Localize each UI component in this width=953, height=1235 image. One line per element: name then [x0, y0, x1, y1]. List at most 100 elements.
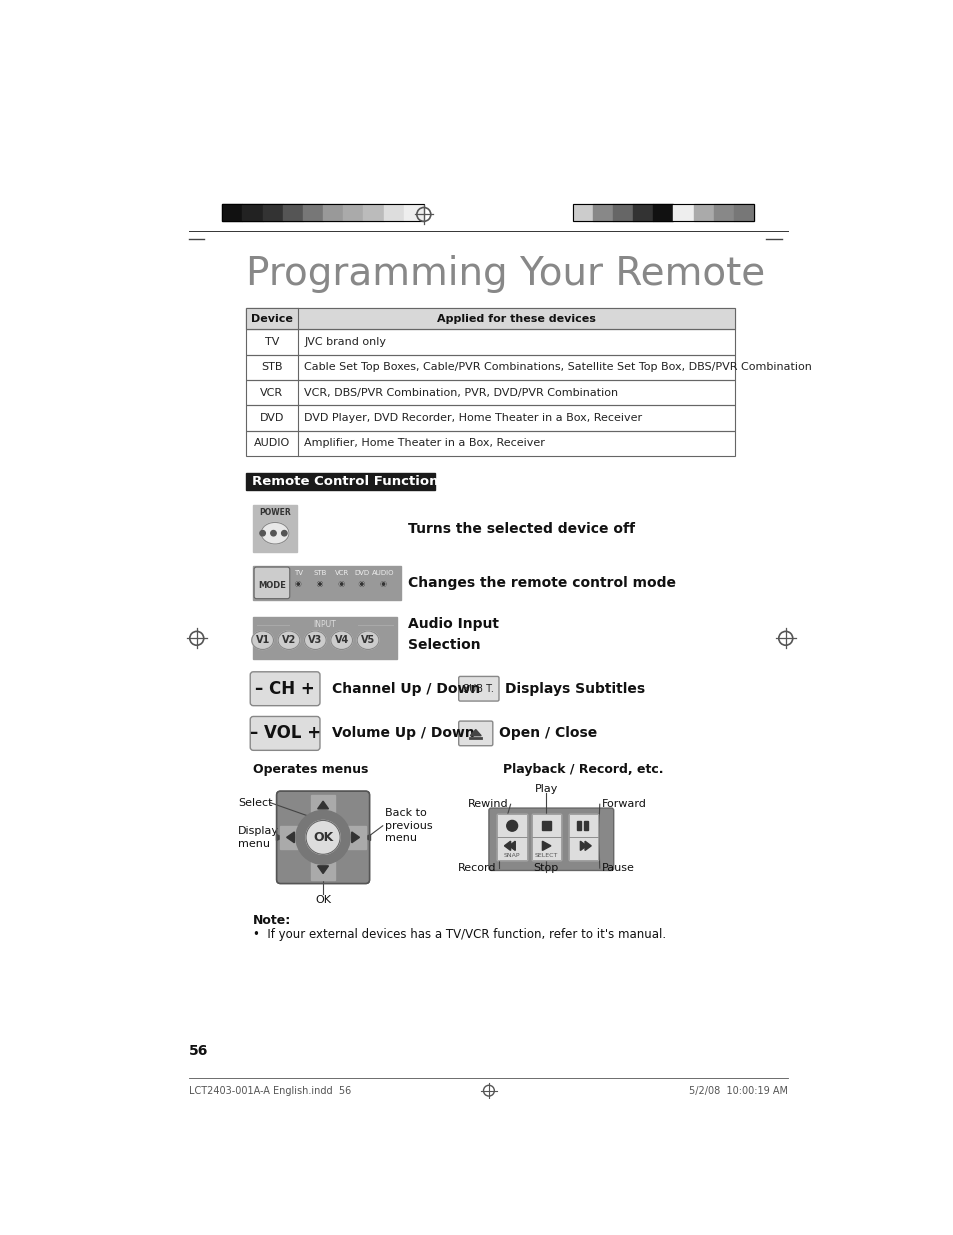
FancyBboxPatch shape — [253, 567, 290, 599]
Bar — [531, 837, 560, 861]
Bar — [245, 380, 735, 405]
Bar — [253, 566, 400, 600]
Ellipse shape — [252, 631, 274, 650]
Polygon shape — [470, 730, 480, 736]
Text: Select: Select — [237, 798, 272, 808]
Text: VCR, DBS/PVR Combination, PVR, DVD/PVR Combination: VCR, DBS/PVR Combination, PVR, DVD/PVR C… — [304, 388, 618, 398]
Bar — [572, 204, 592, 221]
Text: Amplifier, Home Theater in a Box, Receiver: Amplifier, Home Theater in a Box, Receiv… — [304, 438, 545, 448]
Bar — [245, 431, 735, 456]
Text: DVD Player, DVD Recorder, Home Theater in a Box, Receiver: DVD Player, DVD Recorder, Home Theater i… — [304, 412, 642, 424]
Text: TV: TV — [265, 337, 279, 347]
Bar — [713, 204, 733, 221]
Polygon shape — [504, 841, 510, 851]
Text: Open / Close: Open / Close — [498, 726, 597, 741]
Bar — [612, 204, 633, 221]
Bar — [303, 204, 323, 221]
Bar — [531, 837, 560, 861]
Ellipse shape — [331, 631, 353, 650]
Circle shape — [339, 582, 344, 587]
Ellipse shape — [261, 522, 289, 543]
Text: – CH +: – CH + — [255, 679, 314, 698]
Bar — [403, 204, 423, 221]
Bar — [245, 309, 298, 330]
Bar — [280, 826, 365, 848]
Bar — [497, 837, 526, 861]
FancyBboxPatch shape — [488, 808, 613, 871]
Polygon shape — [352, 832, 359, 842]
Text: Forward: Forward — [601, 799, 646, 809]
Bar — [497, 814, 526, 837]
Text: JVC brand only: JVC brand only — [304, 337, 386, 347]
Circle shape — [271, 531, 276, 536]
Text: Rewind: Rewind — [467, 799, 508, 809]
Circle shape — [259, 531, 265, 536]
Polygon shape — [542, 841, 550, 851]
Text: Play: Play — [534, 784, 558, 794]
Bar — [363, 204, 383, 221]
Polygon shape — [584, 841, 591, 851]
Polygon shape — [509, 841, 515, 851]
Text: Record: Record — [457, 863, 497, 873]
FancyBboxPatch shape — [250, 672, 319, 705]
Text: V1: V1 — [255, 635, 270, 645]
Text: LCT2403-001A-A English.indd  56: LCT2403-001A-A English.indd 56 — [189, 1086, 351, 1095]
Text: Remote Control Functions: Remote Control Functions — [252, 475, 446, 488]
Bar — [253, 505, 296, 552]
Text: POWER: POWER — [259, 508, 291, 517]
Text: Programming Your Remote: Programming Your Remote — [245, 256, 764, 293]
Bar — [311, 795, 335, 879]
Text: Display
menu: Display menu — [237, 826, 278, 848]
Bar — [541, 821, 550, 830]
FancyBboxPatch shape — [458, 677, 498, 701]
Text: Changes the remote control mode: Changes the remote control mode — [408, 576, 676, 590]
Text: VCR: VCR — [260, 388, 283, 398]
Text: Stop: Stop — [533, 863, 558, 873]
Circle shape — [281, 531, 287, 536]
Text: STB: STB — [261, 362, 282, 372]
Bar — [592, 204, 612, 221]
Text: Volume Up / Down: Volume Up / Down — [332, 726, 475, 741]
Text: TV: TV — [294, 571, 302, 577]
Text: 5/2/08  10:00:19 AM: 5/2/08 10:00:19 AM — [688, 1086, 787, 1095]
Text: Turns the selected device off: Turns the selected device off — [408, 521, 635, 536]
Bar — [577, 821, 580, 830]
Bar — [222, 204, 242, 221]
Text: V2: V2 — [281, 635, 295, 645]
Text: Audio Input
Selection: Audio Input Selection — [408, 618, 498, 652]
Text: Note:: Note: — [253, 914, 292, 927]
Text: INPUT: INPUT — [314, 620, 336, 630]
Text: AUDIO: AUDIO — [253, 438, 290, 448]
Polygon shape — [317, 802, 328, 809]
Polygon shape — [317, 866, 328, 873]
Bar — [673, 204, 693, 221]
Bar — [245, 330, 735, 354]
Ellipse shape — [304, 631, 326, 650]
Bar — [568, 837, 598, 861]
Text: Device: Device — [251, 314, 293, 324]
Text: Displays Subtitles: Displays Subtitles — [505, 682, 644, 695]
FancyBboxPatch shape — [458, 721, 493, 746]
Text: MODE: MODE — [257, 580, 286, 589]
Text: Operates menus: Operates menus — [253, 763, 368, 776]
Bar — [531, 814, 560, 837]
Text: Playback / Record, etc.: Playback / Record, etc. — [502, 763, 662, 776]
Text: SNAP: SNAP — [503, 852, 520, 857]
Circle shape — [359, 582, 364, 587]
Bar — [568, 814, 598, 837]
Bar — [497, 837, 526, 861]
Bar — [693, 204, 713, 221]
Bar — [253, 618, 396, 659]
FancyBboxPatch shape — [276, 792, 369, 883]
Bar — [245, 309, 735, 330]
Text: Pause: Pause — [601, 863, 635, 873]
Text: STB: STB — [313, 571, 326, 577]
Circle shape — [295, 582, 300, 587]
Text: DVD: DVD — [259, 412, 284, 424]
Text: – VOL +: – VOL + — [250, 725, 320, 742]
Bar — [497, 814, 526, 837]
Polygon shape — [286, 832, 294, 842]
Bar — [583, 821, 587, 830]
Bar — [262, 204, 282, 221]
FancyBboxPatch shape — [250, 716, 319, 751]
